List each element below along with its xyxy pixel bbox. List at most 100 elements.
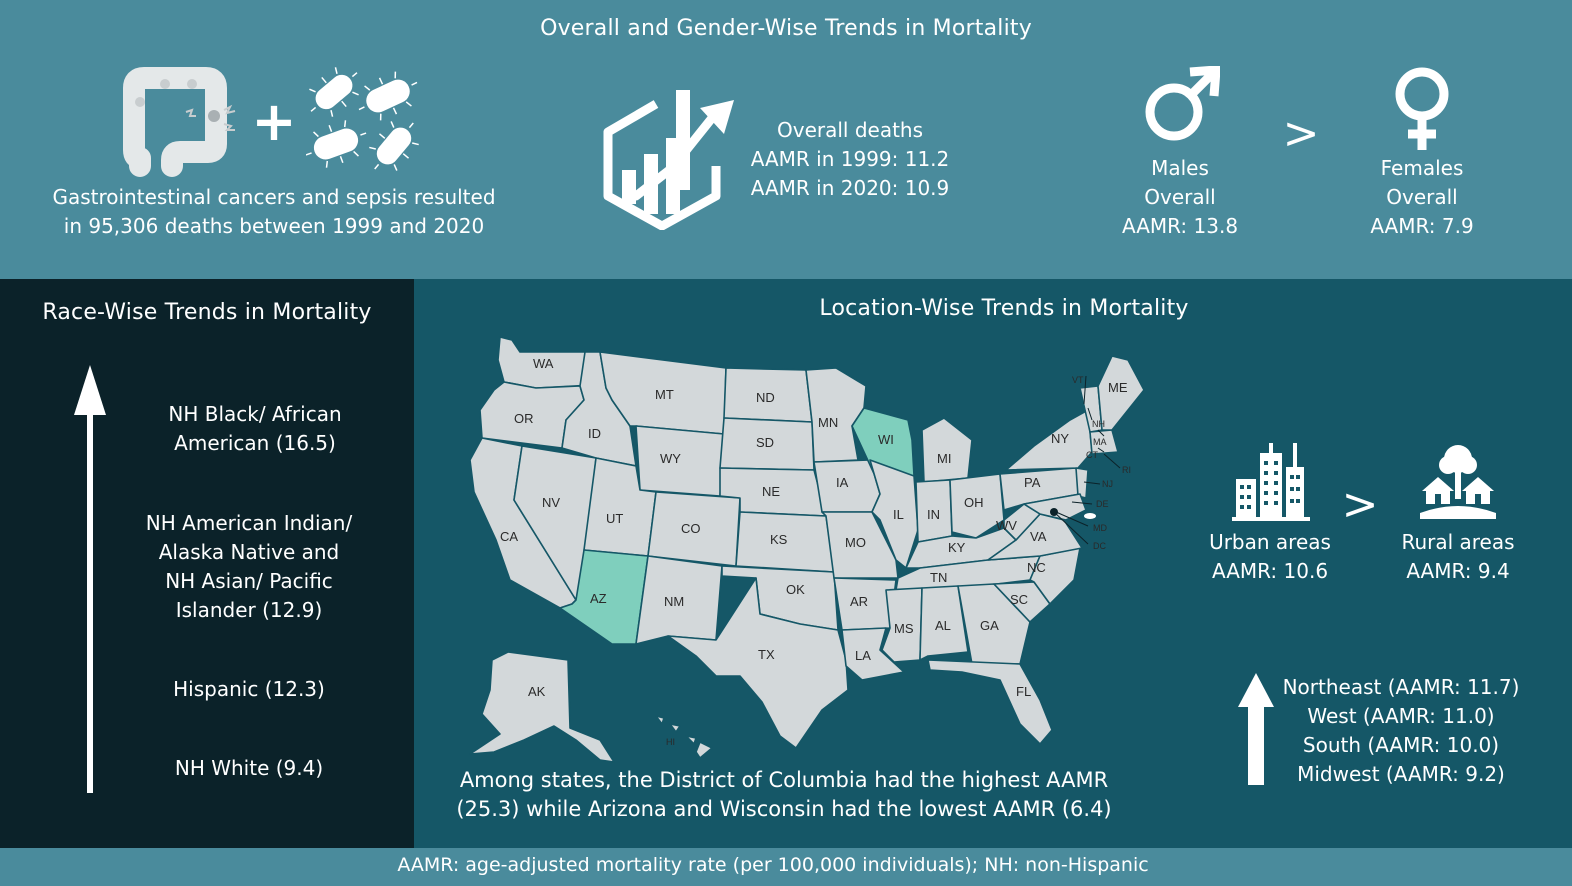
us-map: WA OR CA ID NV MT WY UT AZ CO NM ND SD N… bbox=[469, 336, 1145, 763]
state-label-md: MD bbox=[1093, 523, 1107, 533]
location-panel: Location-Wise Trends in Mortality bbox=[414, 279, 1572, 848]
state-label-me: ME bbox=[1108, 380, 1128, 395]
race-group-aian-api-line-1: NH American Indian/ bbox=[145, 511, 353, 535]
state-fl bbox=[927, 659, 1053, 745]
urban-buildings-icon bbox=[1232, 443, 1310, 521]
state-label-nh: NH bbox=[1092, 419, 1105, 429]
state-il bbox=[869, 459, 919, 569]
race-group-hispanic: Hispanic (12.3) bbox=[124, 675, 374, 704]
race-group-white: NH White (9.4) bbox=[124, 754, 374, 783]
state-label-az: AZ bbox=[590, 591, 607, 606]
state-label-ny: NY bbox=[1051, 431, 1069, 446]
region-south: South (AAMR: 10.0) bbox=[1302, 733, 1500, 757]
state-label-tn: TN bbox=[930, 570, 947, 585]
state-label-de: DE bbox=[1096, 499, 1109, 509]
race-group-black-line-2: American (16.5) bbox=[174, 431, 336, 455]
trend-chart-icon bbox=[603, 90, 734, 230]
rural-aamr: AAMR: 9.4 bbox=[1406, 559, 1510, 583]
males-aamr: AAMR: 13.8 bbox=[1121, 214, 1239, 238]
colon-icon bbox=[123, 67, 236, 177]
rural-house-icon bbox=[1420, 445, 1496, 519]
state-label-ak: AK bbox=[528, 684, 546, 699]
state-label-ok: OK bbox=[786, 582, 805, 597]
state-label-wi: WI bbox=[878, 432, 894, 447]
female-symbol-icon bbox=[1395, 67, 1449, 150]
race-group-aian-api-line-4: Islander (12.9) bbox=[175, 598, 323, 622]
race-group-hispanic-line-1: Hispanic (12.3) bbox=[173, 677, 325, 701]
state-wv bbox=[1003, 503, 1041, 541]
state-label-sd: SD bbox=[756, 435, 774, 450]
aamr-2020: AAMR in 2020: 10.9 bbox=[750, 176, 950, 200]
state-label-ma: MA bbox=[1093, 437, 1107, 447]
state-label-mn: MN bbox=[818, 415, 838, 430]
state-hi bbox=[655, 715, 713, 759]
race-group-black: NH Black/ African American (16.5) bbox=[130, 400, 380, 458]
state-la bbox=[841, 627, 905, 681]
males-label: Males bbox=[1151, 156, 1209, 180]
females-overall: Overall bbox=[1386, 185, 1458, 209]
footer: AAMR: age-adjusted mortality rate (per 1… bbox=[0, 848, 1572, 886]
summary-line-2: in 95,306 deaths between 1999 and 2020 bbox=[63, 214, 485, 238]
urban-block: Urban areas AAMR: 10.6 bbox=[1186, 528, 1354, 586]
state-label-mi: MI bbox=[937, 451, 951, 466]
race-group-white-line-1: NH White (9.4) bbox=[174, 756, 324, 780]
state-label-or: OR bbox=[514, 411, 534, 426]
state-label-oh: OH bbox=[964, 495, 984, 510]
state-al bbox=[919, 585, 969, 661]
state-label-ga: GA bbox=[980, 618, 999, 633]
overall-deaths-block: Overall deaths AAMR in 1999: 11.2 AAMR i… bbox=[738, 116, 962, 203]
state-label-ks: KS bbox=[770, 532, 788, 547]
state-label-ky: KY bbox=[948, 540, 966, 555]
state-label-fl: FL bbox=[1016, 684, 1031, 699]
state-ak bbox=[469, 651, 615, 763]
state-label-il: IL bbox=[893, 507, 904, 522]
race-group-aian-api: NH American Indian/ Alaska Native and NH… bbox=[124, 509, 374, 625]
summary-line-1: Gastrointestinal cancers and sepsis resu… bbox=[52, 185, 496, 209]
region-northeast: Northeast (AAMR: 11.7) bbox=[1282, 675, 1520, 699]
state-label-wy: WY bbox=[660, 451, 681, 466]
state-label-la: LA bbox=[855, 648, 871, 663]
overall-gender-panel: Overall and Gender-Wise Trends in Mortal… bbox=[0, 0, 1572, 279]
state-label-ri: RI bbox=[1122, 465, 1131, 475]
location-title: Location-Wise Trends in Mortality bbox=[819, 296, 1189, 321]
states-summary-line-2: (25.3) while Arizona and Wisconsin had t… bbox=[456, 797, 1112, 821]
state-label-tx: TX bbox=[758, 647, 775, 662]
state-label-hi: HI bbox=[666, 737, 675, 747]
state-label-pa: PA bbox=[1024, 475, 1041, 490]
race-group-aian-api-line-2: Alaska Native and bbox=[158, 540, 340, 564]
dc-marker bbox=[1050, 508, 1058, 516]
state-label-mo: MO bbox=[845, 535, 866, 550]
urban-aamr: AAMR: 10.6 bbox=[1211, 559, 1329, 583]
state-label-nj: NJ bbox=[1102, 479, 1113, 489]
state-label-wv: WV bbox=[996, 518, 1017, 533]
state-label-vt: VT bbox=[1072, 375, 1084, 385]
state-label-nd: ND bbox=[756, 390, 775, 405]
state-label-ms: MS bbox=[894, 621, 914, 636]
plus-sign: + bbox=[251, 90, 297, 153]
regions-list: Northeast (AAMR: 11.7) West (AAMR: 11.0)… bbox=[1276, 673, 1526, 789]
region-midwest: Midwest (AAMR: 9.2) bbox=[1297, 762, 1505, 786]
state-label-ne: NE bbox=[762, 484, 780, 499]
state-label-nc: NC bbox=[1027, 560, 1046, 575]
state-label-ar: AR bbox=[850, 594, 868, 609]
urban-label: Urban areas bbox=[1209, 530, 1331, 554]
state-ny bbox=[1005, 409, 1093, 471]
females-aamr: AAMR: 7.9 bbox=[1370, 214, 1474, 238]
rural-label: Rural areas bbox=[1401, 530, 1515, 554]
state-mi bbox=[921, 417, 973, 483]
state-label-ct: CT bbox=[1086, 450, 1098, 460]
state-oh bbox=[949, 473, 1005, 539]
race-title: Race-Wise Trends in Mortality bbox=[42, 300, 372, 325]
state-label-nm: NM bbox=[664, 594, 684, 609]
overall-gender-title: Overall and Gender-Wise Trends in Mortal… bbox=[540, 16, 1032, 41]
urban-rural-greater-sign: > bbox=[1341, 479, 1379, 530]
states-summary: Among states, the District of Columbia h… bbox=[434, 766, 1134, 824]
race-trend-arrow-icon bbox=[74, 365, 106, 793]
females-block: Females Overall AAMR: 7.9 bbox=[1342, 154, 1502, 241]
state-label-co: CO bbox=[681, 521, 701, 536]
state-label-mt: MT bbox=[655, 387, 674, 402]
gender-greater-sign: > bbox=[1282, 108, 1320, 159]
rural-block: Rural areas AAMR: 9.4 bbox=[1374, 528, 1542, 586]
aamr-1999: AAMR in 1999: 11.2 bbox=[750, 147, 950, 171]
state-label-id: ID bbox=[588, 426, 601, 441]
